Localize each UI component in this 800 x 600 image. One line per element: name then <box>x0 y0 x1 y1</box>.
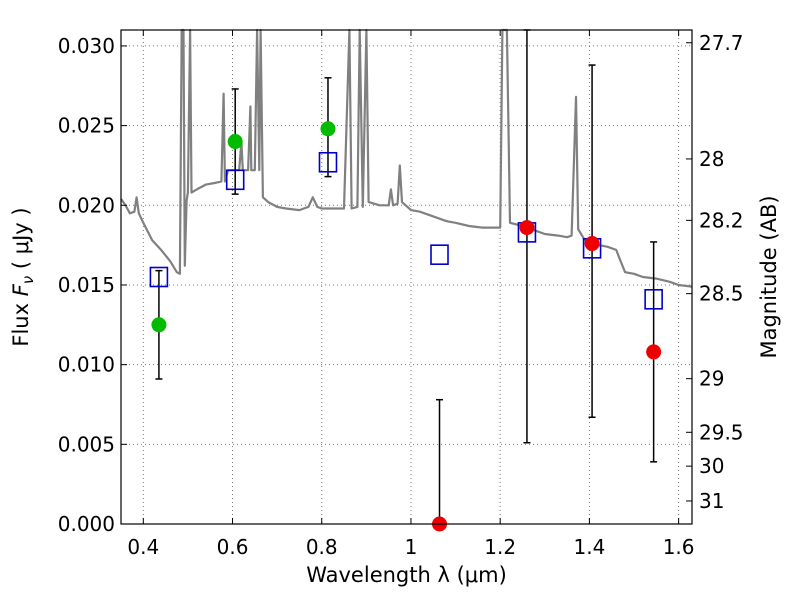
y-tick-label: 0.010 <box>58 353 115 377</box>
x-tick-label: 0.8 <box>306 535 338 559</box>
y-axis-title-symbol: F <box>9 283 33 296</box>
magnitude-tick-label: 28 <box>699 147 724 171</box>
y-tick-label: 0.020 <box>58 193 115 217</box>
magnitude-tick-label: 30 <box>699 454 724 478</box>
x-tick-label: 0.6 <box>217 535 249 559</box>
red-flux-point <box>519 220 535 236</box>
red-flux-point <box>584 236 600 252</box>
magnitude-tick-label: 28.2 <box>699 208 744 232</box>
x-tick-label: 1.4 <box>573 535 605 559</box>
green-flux-point <box>151 317 167 333</box>
model-flux-square <box>430 244 449 265</box>
model-flux-square <box>225 169 245 191</box>
y-tick-label: 0.000 <box>58 512 115 536</box>
green-flux-point <box>320 121 336 137</box>
magnitude-tick-label: 27.7 <box>699 31 744 55</box>
x-tick-label: 1.6 <box>663 535 695 559</box>
sed-spectrum <box>120 28 693 288</box>
observed-flux-points <box>151 121 662 532</box>
magnitude-tick-label: 29 <box>699 367 724 391</box>
y-tick-label: 0.005 <box>58 432 115 456</box>
y-axis-title: Flux Fν ( μJy ) <box>9 207 37 346</box>
plot-frame <box>120 29 693 525</box>
y-axis-title-prefix: Flux <box>9 296 33 346</box>
error-bars <box>155 29 658 525</box>
green-flux-point <box>227 134 243 150</box>
magnitude-tick-label: 29.5 <box>699 420 744 444</box>
model-flux-square <box>149 266 169 288</box>
y-axis-title-suffix: ( μJy ) <box>9 207 33 275</box>
grid-lines <box>121 30 692 525</box>
x-tick-label: 0.4 <box>127 535 159 559</box>
x-tick-label: 1 <box>405 535 418 559</box>
y-axis-title-subscript: ν <box>19 276 37 284</box>
magnitude-tick-label: 28.5 <box>699 282 744 306</box>
x-axis-title: Wavelength λ (μm) <box>306 563 507 587</box>
y-tick-label: 0.030 <box>58 34 115 58</box>
model-flux-square <box>318 151 338 173</box>
magnitude-tick-label: 31 <box>699 489 724 513</box>
model-flux-squares <box>149 151 663 310</box>
x-tick-label: 1.2 <box>484 535 516 559</box>
magnitude-axis-title: Magnitude (AB) <box>757 195 781 358</box>
y-tick-label: 0.025 <box>58 114 115 138</box>
axis-ticks: 0.4 0.6 0.8 1 1.2 1.4 1.6 0.000 0.005 0.010 0.015 0… <box>58 30 744 559</box>
sed-line <box>120 28 693 288</box>
model-flux-square <box>644 289 663 310</box>
red-flux-point <box>646 344 662 360</box>
y-tick-label: 0.015 <box>58 273 115 297</box>
